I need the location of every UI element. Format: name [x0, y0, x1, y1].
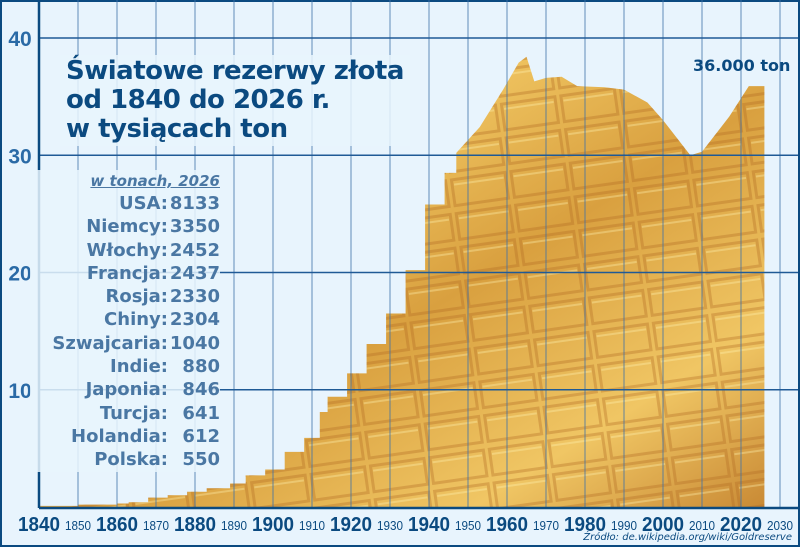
- country-reserves-list: w tonach, 2026 USA: 8133 Niemcy: 3350 Włochy…: [30, 170, 220, 472]
- x-tick-label-minor: 2030: [767, 518, 793, 533]
- country-name: Japonia:: [85, 379, 168, 401]
- country-value: 641: [182, 402, 220, 424]
- country-value: 8133: [169, 193, 220, 214]
- list-item: Polska: 550: [30, 448, 220, 471]
- x-tick-label-major: 1860: [96, 514, 138, 536]
- chart-title: Światowe rezerwy złota od 1840 do 2026 r…: [60, 55, 410, 146]
- country-value: 550: [182, 449, 220, 471]
- list-item: Rosja: 2330: [30, 285, 220, 308]
- title-line-1: Światowe rezerwy złota: [66, 56, 404, 86]
- source-note: Źródło: de.wikipedia.org/wiki/Goldreserv…: [583, 532, 792, 543]
- x-tick-label-major: 1900: [252, 514, 294, 536]
- x-tick-label-major: 2000: [642, 514, 684, 536]
- country-name: Polska:: [94, 449, 168, 471]
- list-subtitle: w tonach, 2026: [90, 172, 220, 190]
- country-name: USA:: [118, 193, 168, 214]
- x-tick-label-minor: 1910: [299, 518, 325, 533]
- y-tick-label: 40: [8, 28, 31, 51]
- gold-bars-texture: [39, 56, 765, 507]
- country-name: Chiny:: [104, 309, 168, 331]
- country-name: Niemcy:: [86, 216, 168, 238]
- country-value: 2330: [169, 286, 220, 308]
- x-tick-label-major: 1840: [18, 514, 60, 536]
- title-line-2: od 1840 do 2026 r.: [66, 85, 330, 115]
- list-item: Francja: 2437: [30, 262, 220, 285]
- country-name: Indie:: [110, 356, 168, 378]
- list-item: Turcja: 641: [30, 402, 220, 425]
- list-item: Holandia: 612: [30, 425, 220, 448]
- list-item: Chiny: 2304: [30, 308, 220, 331]
- country-value: 1040: [169, 332, 220, 354]
- list-item: Szwajcaria: 1040: [30, 332, 220, 355]
- x-tick-label-major: 2020: [720, 514, 762, 536]
- y-tick-label: 20: [8, 263, 31, 286]
- x-tick-label-major: 1960: [486, 514, 528, 536]
- list-item: Włochy: 2452: [30, 239, 220, 262]
- x-tick-label-minor: 1850: [65, 518, 91, 533]
- title-line-3: w tysiącach ton: [66, 114, 288, 144]
- annotation-36000: 36.000 ton: [693, 56, 791, 75]
- y-tick-label: 30: [8, 145, 31, 168]
- country-value: 2304: [169, 309, 220, 331]
- country-name: Turcja:: [99, 402, 168, 424]
- list-item: USA: 8133: [30, 192, 220, 215]
- country-name: Szwajcaria:: [52, 332, 168, 354]
- country-value: 2437: [169, 262, 220, 284]
- list-item: Niemcy: 3350: [30, 215, 220, 238]
- x-tick-label-major: 1880: [174, 514, 216, 536]
- country-value: 2452: [169, 239, 220, 261]
- list-item: Japonia: 846: [30, 378, 220, 401]
- x-tick-label-major: 1980: [564, 514, 606, 536]
- x-tick-label-major: 1920: [330, 514, 372, 536]
- x-tick-label-minor: 1950: [455, 518, 481, 533]
- country-name: Rosja:: [105, 286, 168, 308]
- country-value: 3350: [169, 216, 220, 238]
- list-item: Indie: 880: [30, 355, 220, 378]
- country-name: Holandia:: [71, 425, 168, 447]
- x-tick-label-minor: 1930: [377, 518, 403, 533]
- country-name: Francja:: [86, 262, 168, 284]
- country-value: 612: [182, 425, 220, 447]
- x-tick-label-minor: 1990: [611, 518, 637, 533]
- country-value: 846: [182, 379, 220, 401]
- country-value: 880: [182, 356, 220, 378]
- x-tick-label-minor: 1970: [533, 518, 559, 533]
- x-tick-label-minor: 1870: [143, 518, 169, 533]
- country-name: Włochy:: [86, 239, 168, 261]
- x-tick-label-major: 1940: [408, 514, 450, 536]
- x-tick-label-minor: 1890: [221, 518, 247, 533]
- x-tick-label-minor: 2010: [689, 518, 715, 533]
- y-tick-label: 10: [8, 380, 31, 403]
